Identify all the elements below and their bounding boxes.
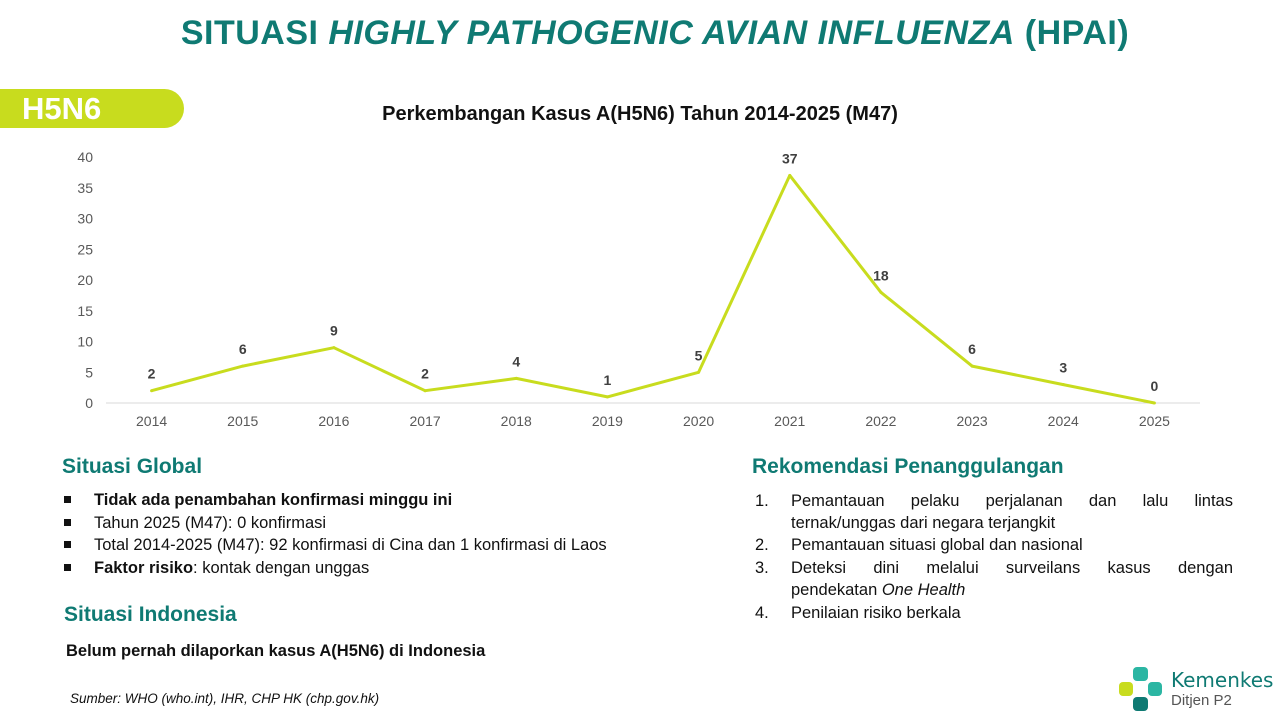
data-label: 6 — [968, 341, 976, 357]
virus-badge: H5N6 — [0, 89, 184, 128]
kemenkes-cross-icon — [1119, 667, 1162, 711]
y-tick-label: 20 — [77, 272, 93, 288]
page-title: SITUASI HIGHLY PATHOGENIC AVIAN INFLUENZ… — [180, 14, 1130, 52]
list-item: 4. Penilaian risiko berkala — [755, 603, 961, 622]
data-point — [423, 389, 427, 393]
data-label: 3 — [1059, 360, 1067, 376]
data-point — [605, 395, 609, 399]
x-tick-label: 2020 — [683, 413, 714, 429]
y-tick-label: 30 — [77, 211, 93, 227]
y-tick-label: 25 — [77, 241, 93, 257]
chart-title: Perkembangan Kasus A(H5N6) Tahun 2014-20… — [382, 103, 898, 125]
kemenkes-logo: Kemenkes Ditjen P2 — [1116, 664, 1273, 714]
y-tick-label: 15 — [77, 303, 93, 319]
x-tick-label: 2018 — [501, 413, 532, 429]
source-note: Sumber: WHO (who.int), IHR, CHP HK (chp.… — [70, 691, 380, 706]
data-label: 18 — [873, 267, 889, 283]
list-item: Faktor risiko: kontak dengan unggas — [62, 557, 607, 580]
y-tick-label: 40 — [77, 149, 93, 165]
x-tick-label: 2019 — [592, 413, 623, 429]
global-heading: Situasi Global — [62, 455, 203, 478]
list-item: pendekatan One Health — [791, 581, 966, 599]
data-point — [514, 376, 518, 380]
logo-name: Kemenkes — [1171, 668, 1274, 692]
data-label: 2 — [421, 366, 429, 382]
data-point — [697, 370, 701, 374]
badge-label: H5N6 — [22, 91, 102, 126]
data-label: 0 — [1151, 378, 1159, 394]
data-point — [788, 173, 792, 177]
y-tick-label: 35 — [77, 180, 93, 196]
x-tick-label: 2016 — [318, 413, 349, 429]
list-item: 1. Pemantauan pelaku perjalanan dan lalu … — [755, 492, 1233, 510]
x-tick-label: 2014 — [136, 413, 167, 429]
indonesia-heading: Situasi Indonesia — [64, 603, 237, 626]
global-list: Tidak ada penambahan konfirmasi minggu i… — [62, 489, 607, 579]
data-label: 37 — [782, 150, 798, 166]
data-label: 6 — [239, 341, 247, 357]
data-point — [1152, 401, 1156, 405]
logo-subtitle: Ditjen P2 — [1171, 692, 1232, 709]
series-line — [151, 173, 1155, 405]
x-tick-label: 2015 — [227, 413, 258, 429]
data-point — [332, 346, 336, 350]
x-tick-label: 2024 — [1048, 413, 1079, 429]
data-point — [1061, 383, 1065, 387]
data-point — [970, 364, 974, 368]
list-item: ternak/unggas dari negara terjangkit — [791, 513, 1056, 532]
data-point — [879, 290, 883, 294]
recommendations-list: 1. Pemantauan pelaku perjalanan dan lalu … — [755, 490, 1233, 624]
list-item: Total 2014-2025 (M47): 92 konfirmasi di … — [62, 534, 607, 557]
x-tick-label: 2017 — [410, 413, 441, 429]
y-tick-label: 5 — [85, 364, 93, 380]
data-label: 1 — [604, 372, 612, 388]
x-tick-label: 2022 — [865, 413, 896, 429]
data-label: 9 — [330, 323, 338, 339]
list-item: Tahun 2025 (M47): 0 konfirmasi — [62, 512, 607, 535]
data-point — [150, 389, 154, 393]
recommendations-heading: Rekomendasi Penanggulangan — [752, 455, 1064, 478]
data-label: 4 — [512, 353, 520, 369]
list-item: 3. Deteksi dini melalui surveilans kasus … — [755, 558, 1233, 577]
x-tick-label: 2021 — [774, 413, 805, 429]
list-item: Tidak ada penambahan konfirmasi minggu i… — [62, 489, 607, 512]
indonesia-text: Belum pernah dilaporkan kasus A(H5N6) di… — [66, 642, 486, 660]
x-tick-label: 2023 — [957, 413, 988, 429]
list-item: 2. Pemantauan situasi global dan nasional — [755, 536, 1083, 554]
data-label: 2 — [148, 366, 156, 382]
y-tick-label: 0 — [85, 395, 93, 411]
data-label: 5 — [695, 347, 703, 363]
y-tick-label: 10 — [77, 334, 93, 350]
x-tick-label: 2025 — [1139, 413, 1170, 429]
data-point — [241, 364, 245, 368]
